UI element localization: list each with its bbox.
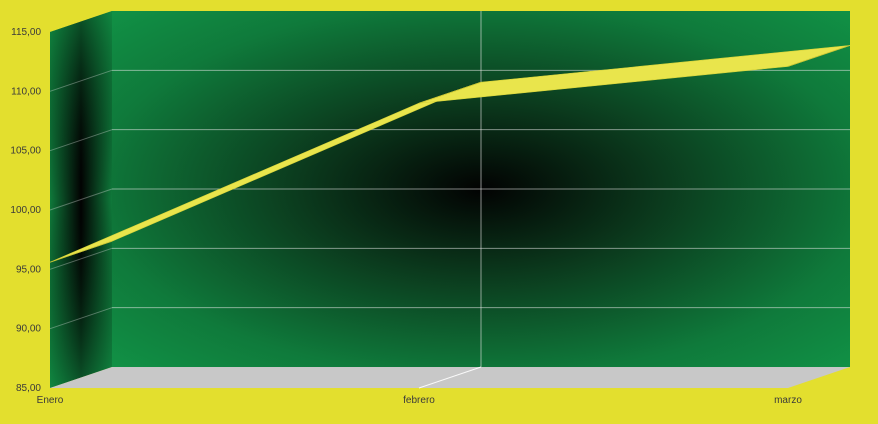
y-tick-label: 100,00 xyxy=(10,205,41,216)
gridline-side xyxy=(49,129,113,152)
y-tick-label: 105,00 xyxy=(10,146,41,157)
floor-divider xyxy=(418,366,482,389)
series-point-marzo xyxy=(787,45,851,67)
x-tick-label: febrero xyxy=(403,395,435,406)
gridline-side xyxy=(49,69,113,92)
series-point-enero xyxy=(49,240,113,263)
gridline-side xyxy=(49,307,113,330)
series-point-febrero xyxy=(418,81,482,104)
gridline-side xyxy=(49,247,113,270)
y-tick-label: 85,00 xyxy=(16,383,41,394)
y-tick-label: 115,00 xyxy=(11,27,41,38)
side-wall-shade xyxy=(50,11,112,388)
x-tick-label: Enero xyxy=(37,395,64,406)
y-tick-label: 90,00 xyxy=(16,324,41,335)
y-tick-label: 110,00 xyxy=(11,86,41,97)
gridline-side xyxy=(49,188,113,211)
series-ribbons xyxy=(49,45,851,263)
y-tick-label: 95,00 xyxy=(16,264,41,275)
x-tick-label: marzo xyxy=(774,395,802,406)
gridlines xyxy=(49,11,850,389)
x-axis-tick-labels: Enero febrero marzo xyxy=(37,395,803,406)
y-axis-tick-labels: 85,00 90,00 95,00 100,00 105,00 110,00 115,00 xyxy=(10,27,41,394)
